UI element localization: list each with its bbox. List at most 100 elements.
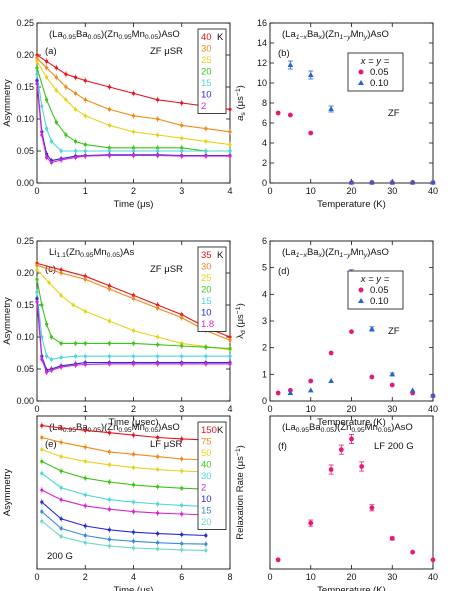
x-tick-label: 2 <box>83 572 88 582</box>
chart-title: (La0.95Ba0.05)(Zn0.95Mn0.05)AsO <box>49 422 180 434</box>
legend-marker <box>358 69 364 75</box>
legend-unit: K <box>217 425 224 436</box>
panel-label: (e) <box>45 439 57 450</box>
series-50 <box>40 446 208 475</box>
y-tick-label: 6 <box>262 118 267 128</box>
y-axis-label: Asymmetry <box>2 469 13 517</box>
y-tick-label: 4 <box>262 138 267 148</box>
legend-entry: 30 <box>201 262 212 273</box>
data-point <box>410 549 416 555</box>
x-tick-label: 10 <box>306 404 316 414</box>
x-tick-label: 40 <box>428 186 438 196</box>
data-point <box>328 106 334 111</box>
y-tick-label: 12 <box>257 58 267 68</box>
series-30 <box>40 470 208 510</box>
fit-curve <box>41 472 206 507</box>
y-tick-label: 8 <box>262 98 267 108</box>
x-axis-label: Temperature (K) <box>317 199 386 210</box>
chart-title: (La1−xBax)(Zn1−yMny)AsO <box>282 29 389 41</box>
legend-entry: 10 <box>201 90 212 101</box>
series-25 <box>35 58 232 148</box>
panel-b: 0 10 20 30 40 0 2 4 6 8 10 12 14 16 Temperature (K) as … <box>235 18 438 210</box>
data-point <box>409 179 416 185</box>
x-tick-label: 1 <box>83 404 88 414</box>
y-tick-label: 14 <box>257 38 267 48</box>
y-tick-label: 6 <box>262 236 267 246</box>
data-point <box>430 179 436 185</box>
legend-entry: 30 <box>201 44 212 55</box>
y-tick-label: 0.25 <box>16 18 34 28</box>
legend-marker <box>358 298 364 303</box>
legend-box <box>347 52 404 92</box>
x-tick-label: 0 <box>34 186 39 196</box>
data-point <box>328 378 334 383</box>
x-axis-label: Temperature (K) <box>317 417 386 428</box>
data-point <box>308 130 314 136</box>
series-10 <box>40 499 208 539</box>
legend-entry: 20 <box>201 285 212 296</box>
data-point <box>389 382 395 388</box>
legend-entry: 10 <box>201 494 212 505</box>
series-1.8 <box>35 298 232 376</box>
legend-box <box>347 270 404 310</box>
data-point <box>287 390 294 395</box>
data-point <box>308 378 314 384</box>
y-axis-label: Asymmetry <box>2 297 13 345</box>
legend-entry: 150 <box>201 425 217 436</box>
x-tick-label: 8 <box>227 572 232 582</box>
legend-box <box>197 421 227 530</box>
chart-title: Li1.1(Zn0.95Mn0.05)As <box>49 247 134 259</box>
y-tick-label: 0.20 <box>16 50 34 60</box>
series-data <box>275 433 436 563</box>
y-tick-label: 0.10 <box>16 332 34 342</box>
series-20 <box>35 64 232 154</box>
fit-curve <box>41 520 206 551</box>
x-tick-label: 20 <box>346 572 356 582</box>
fit-curve <box>41 501 206 537</box>
data-point <box>328 467 334 472</box>
panel-label: (f) <box>278 441 287 452</box>
x-tick-label: 4 <box>227 404 232 414</box>
y-tick-label: 4 <box>262 289 267 299</box>
fit-curve <box>36 61 231 146</box>
legend-entry: 15 <box>201 506 212 517</box>
legend-entry: 25 <box>201 273 212 284</box>
y-axis-label: Relaxation Rate (μs−1) <box>235 445 246 540</box>
legend-entry: 75 <box>201 437 212 448</box>
panel-label: (a) <box>45 46 57 57</box>
x-tick-label: 20 <box>346 404 356 414</box>
data-point <box>409 387 416 393</box>
y-tick-label: 0.20 <box>16 268 34 278</box>
legend-entry: 0.05 <box>370 67 389 78</box>
annotation: ZF <box>388 326 400 337</box>
x-tick-label: 30 <box>387 186 397 196</box>
y-axis-label: Asymmetry <box>2 79 13 127</box>
annotation: ZF <box>388 108 400 119</box>
legend-marker <box>358 80 364 85</box>
series-0.05 <box>275 110 436 185</box>
plot-frame <box>269 22 434 184</box>
legend-entry: 20 <box>201 67 212 78</box>
x-axis-label: Time (μs) <box>114 585 154 591</box>
x-tick-label: 40 <box>428 572 438 582</box>
y-tick-label: 0.15 <box>16 82 34 92</box>
chart-title: (La0.95Ba0.05)(Zn0.95Mn0.05)AsO <box>282 422 413 434</box>
x-tick-label: 4 <box>227 186 232 196</box>
data-point <box>287 112 293 118</box>
fit-curve <box>41 511 206 545</box>
series-0.10 <box>287 60 436 185</box>
x-tick-label: 6 <box>179 572 184 582</box>
x-tick-label: 2 <box>131 404 136 414</box>
legend-unit: K <box>217 250 224 261</box>
series-15 <box>40 508 208 548</box>
series-20 <box>35 276 232 352</box>
y-tick-label: 1 <box>262 369 267 379</box>
panel-label: (b) <box>278 48 290 59</box>
x-tick-label: 0 <box>34 404 39 414</box>
series-2 <box>40 487 208 518</box>
y-tick-label: 0 <box>262 396 267 406</box>
x-tick-label: 10 <box>306 186 316 196</box>
legend-entry: 0.10 <box>370 296 389 307</box>
data-point <box>275 557 281 563</box>
